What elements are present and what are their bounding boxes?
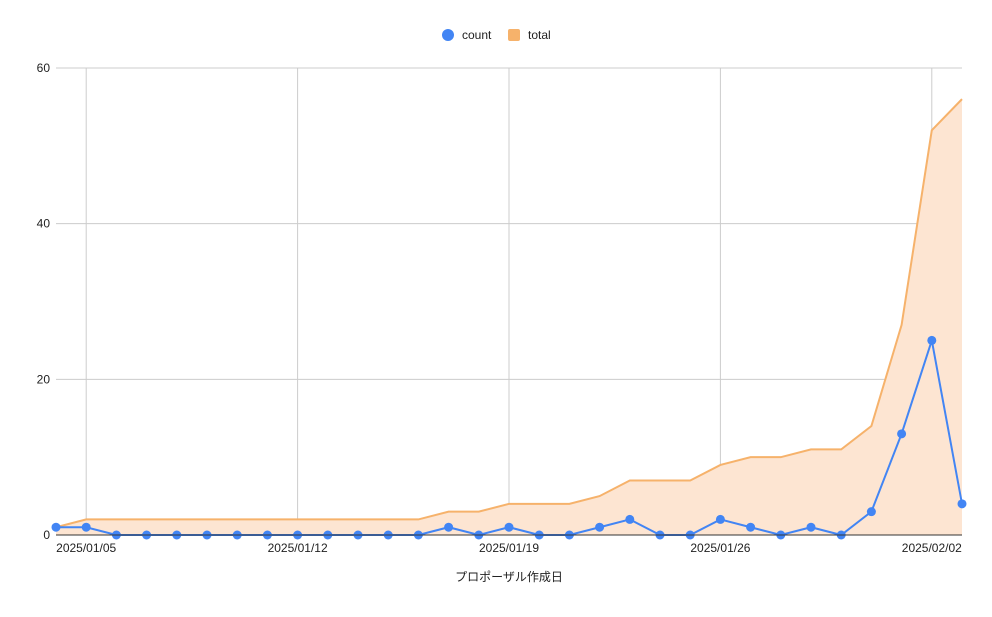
x-tick-label-2025/02/02: 2025/02/02: [902, 541, 962, 555]
count-point-2025/01/17: [444, 522, 454, 532]
legend[interactable]: count total: [442, 28, 551, 42]
count-point-2025/02/02: [927, 335, 937, 345]
y-tick-label-0: 0: [43, 528, 50, 542]
x-tick-label-2025/01/19: 2025/01/19: [479, 541, 539, 555]
x-tick-label-2025/01/05: 2025/01/05: [56, 541, 116, 555]
axes-layer: 0 20 40 60 2025/01/05 2025/01/12 2025/01/19 202…: [37, 61, 963, 555]
x-tick-label-2025/01/12: 2025/01/12: [268, 541, 328, 555]
x-axis-label: プロポーザル作成日: [455, 570, 563, 584]
grid-lines: [56, 67, 962, 535]
legend-label-total: total: [528, 28, 551, 42]
legend-item-count[interactable]: count: [442, 28, 492, 42]
count-point-2025/01/27: [746, 522, 756, 532]
y-tick-label-60: 60: [37, 61, 51, 75]
x-tick-label-2025/01/26: 2025/01/26: [690, 541, 750, 555]
count-point-2025/01/23: [625, 514, 635, 524]
count-point-2025/01/29: [806, 522, 816, 532]
count-point-2025/01/05: [81, 522, 91, 532]
count-point-2025/01/22: [595, 522, 605, 532]
count-point-2025/02/01: [897, 429, 907, 439]
total-area-layer: [55, 98, 963, 535]
total-area-fill: [56, 99, 962, 535]
legend-item-total[interactable]: total: [508, 28, 551, 42]
count-point-2025/02/03: [957, 499, 967, 509]
total-area-line: [55, 98, 963, 529]
legend-marker-count: [442, 29, 454, 41]
y-tick-label-40: 40: [37, 217, 51, 231]
legend-marker-total: [508, 29, 520, 41]
legend-label-count: count: [462, 28, 492, 42]
count-point-2025/01/19: [504, 522, 514, 532]
count-point-2025/01/31: [866, 507, 876, 517]
count-point-2025/01/26: [715, 514, 725, 524]
y-tick-label-20: 20: [37, 372, 51, 386]
count-point-2025/01/04: [51, 522, 61, 532]
